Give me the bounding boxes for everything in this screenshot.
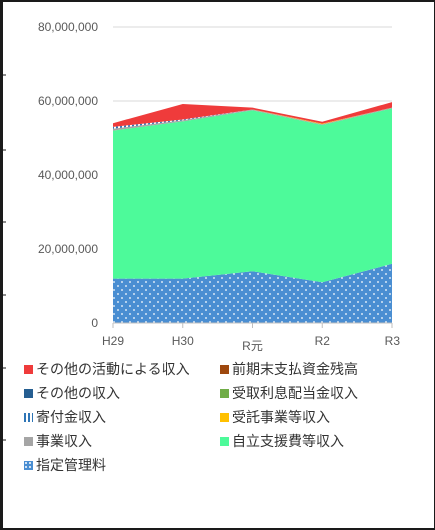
y-tick-label: 20,000,000: [38, 242, 98, 256]
series-area-0: [113, 263, 392, 323]
legend-label: 自立支援費等収入: [232, 434, 344, 450]
legend-label: 受取利息配当金収入: [232, 386, 358, 402]
legend-item: その他の活動による収入: [24, 358, 190, 380]
legend-item: 受託事業等収入: [220, 406, 330, 428]
legend-item: 自立支援費等収入: [220, 430, 344, 452]
series-areas: [113, 102, 392, 323]
legend-swatch: [24, 436, 33, 446]
legend-swatch: [24, 412, 33, 422]
x-tick-label: H30: [172, 334, 194, 348]
series-area-8: [113, 102, 392, 127]
legend-label: 事業収入: [36, 434, 92, 450]
series-area-2: [113, 107, 392, 131]
left-frame-marks: [0, 74, 6, 441]
y-tick-label: 80,000,000: [38, 20, 98, 34]
legend-label: その他の収入: [36, 386, 120, 402]
legend-label: その他の活動による収入: [36, 362, 190, 378]
y-tick-label: 40,000,000: [38, 168, 98, 182]
legend-item: 寄付金収入: [24, 406, 106, 428]
legend-item: 受取利息配当金収入: [220, 382, 358, 404]
legend-item: 事業収入: [24, 430, 92, 452]
legend-item: 指定管理料: [24, 454, 106, 476]
axes: 0 20,000,000 40,000,000 60,000,000 80,000,00…: [38, 20, 400, 353]
legend-swatch: [24, 364, 33, 374]
legend-label: 受託事業等収入: [232, 410, 330, 426]
legend-swatch: [24, 460, 33, 470]
legend-swatch: [24, 388, 33, 398]
x-tick-label: R元: [242, 339, 263, 353]
legend-swatch: [220, 436, 229, 446]
x-tick-label: R3: [385, 334, 401, 348]
legend-label: 前期末支払資金残高: [232, 362, 358, 378]
legend-item: 前期末支払資金残高: [220, 358, 358, 380]
legend-label: 指定管理料: [36, 458, 106, 474]
series-area-1: [113, 108, 392, 283]
legend-label: 寄付金収入: [36, 410, 106, 426]
legend-item: その他の収入: [24, 382, 120, 404]
area-chart: 0 20,000,000 40,000,000 60,000,000 80,000,00…: [38, 20, 400, 353]
x-tick-label: H29: [102, 334, 124, 348]
legend-swatch: [220, 388, 229, 398]
legend-swatch: [220, 412, 229, 422]
legend-swatch: [220, 364, 229, 374]
y-tick-label: 0: [91, 316, 98, 330]
x-tick-label: R2: [315, 334, 331, 348]
y-tick-label: 60,000,000: [38, 94, 98, 108]
